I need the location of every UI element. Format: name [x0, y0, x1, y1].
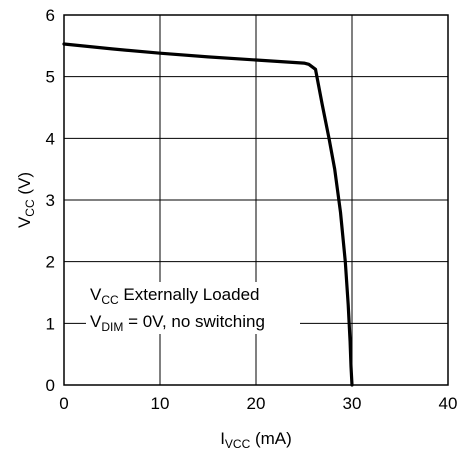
x-tick-label-30: 30 — [343, 394, 362, 413]
y-axis-label: VCC (V) — [15, 172, 37, 228]
y-tick-label-4: 4 — [46, 129, 55, 148]
x-tick-label-20: 20 — [247, 394, 266, 413]
x-tick-label-0: 0 — [59, 394, 68, 413]
y-tick-label-6: 6 — [46, 6, 55, 25]
annotation-line-2: VDIM = 0V, no switching — [90, 312, 265, 334]
y-tick-label-1: 1 — [46, 314, 55, 333]
y-tick-label-5: 5 — [46, 68, 55, 87]
annotation: VCC Externally Loaded VDIM = 0V, no swit… — [86, 282, 300, 334]
x-tick-labels: 0 10 20 30 40 — [59, 394, 457, 413]
plot-frame — [63, 14, 449, 386]
annotation-background — [86, 282, 300, 334]
y-tick-label-2: 2 — [46, 253, 55, 272]
x-axis-label: IVCC (mA) — [220, 429, 292, 451]
annotation-line-1: VCC Externally Loaded — [90, 285, 260, 307]
y-tick-label-3: 3 — [46, 191, 55, 210]
x-tick-label-10: 10 — [151, 394, 170, 413]
series-line-vcc — [62, 42, 354, 387]
y-tick-labels: 0 1 2 3 4 5 6 — [46, 6, 55, 395]
x-tick-label-40: 40 — [439, 394, 458, 413]
y-tick-label-0: 0 — [46, 376, 55, 395]
